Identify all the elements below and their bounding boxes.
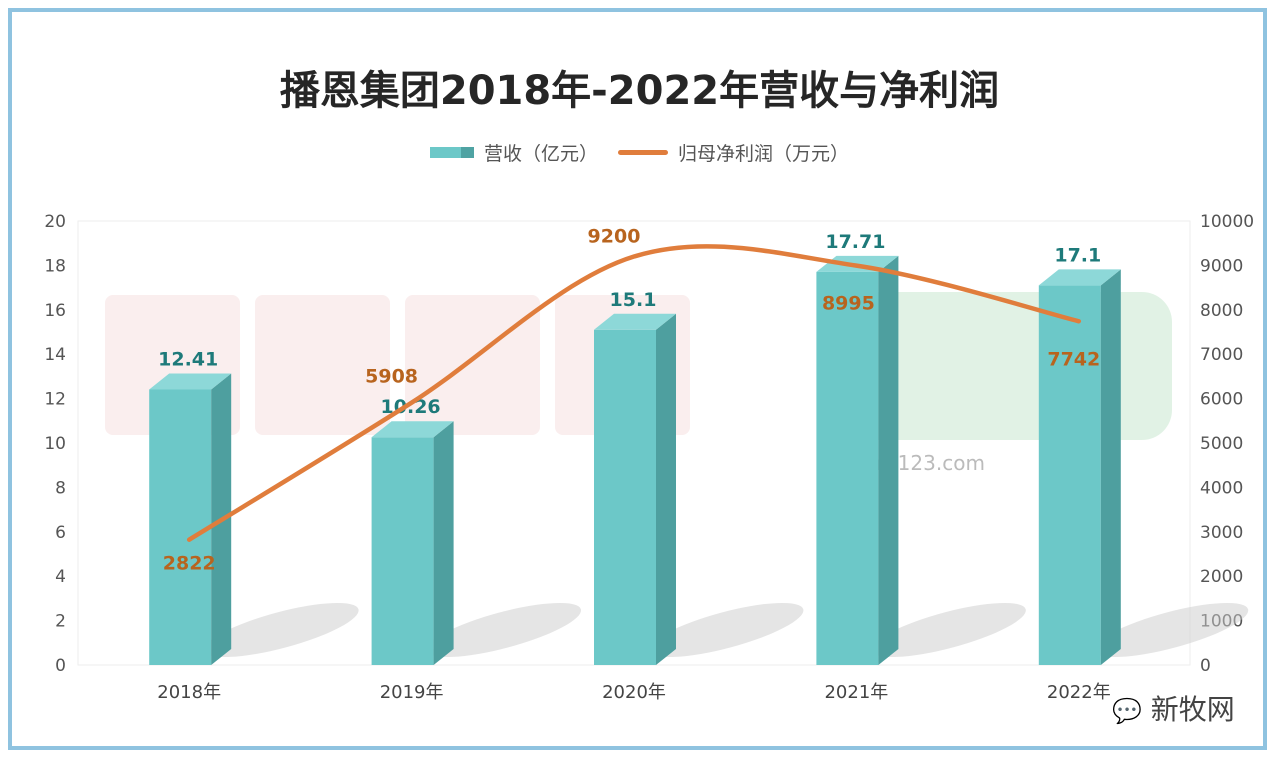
bar-data-label: 17.1 bbox=[1054, 244, 1101, 266]
bar-top bbox=[371, 421, 454, 438]
line-data-label: 7742 bbox=[1047, 348, 1100, 370]
bar-top bbox=[1038, 269, 1121, 286]
bar-side bbox=[878, 255, 899, 665]
wechat-badge: 💬 新牧网 bbox=[1112, 688, 1235, 728]
bar bbox=[1038, 285, 1101, 665]
legend-swatch-revenue bbox=[429, 147, 474, 158]
badge-text: 新牧网 bbox=[1150, 693, 1235, 726]
legend-label-revenue: 营收（亿元） bbox=[483, 143, 598, 165]
right-tick-label: 4000 bbox=[1200, 478, 1243, 498]
x-tick-label: 2020年 bbox=[602, 682, 666, 703]
right-tick-label: 10000 bbox=[1200, 212, 1254, 232]
bar bbox=[149, 389, 212, 665]
profit-line bbox=[186, 244, 1082, 542]
right-tick-label: 8000 bbox=[1200, 301, 1243, 321]
left-tick-label: 10 bbox=[44, 434, 66, 454]
bar bbox=[371, 437, 434, 665]
watermark-glyph bbox=[405, 295, 540, 435]
watermark-left bbox=[105, 295, 690, 435]
left-tick-label: 6 bbox=[55, 523, 66, 543]
bar-shadow bbox=[1093, 602, 1249, 658]
line-data-label: 2822 bbox=[163, 553, 216, 575]
left-tick-label: 2 bbox=[55, 612, 66, 632]
left-tick-label: 16 bbox=[44, 301, 66, 321]
right-tick-label: 5000 bbox=[1200, 434, 1243, 454]
bar-shadow bbox=[870, 602, 1026, 658]
bar-side bbox=[1100, 269, 1121, 665]
right-tick-label: 7000 bbox=[1200, 345, 1243, 365]
legend-label-profit: 归母净利润（万元） bbox=[678, 143, 850, 165]
left-tick-label: 4 bbox=[55, 567, 66, 587]
left-tick-label: 20 bbox=[44, 212, 66, 232]
x-tick-label: 2021年 bbox=[824, 682, 888, 703]
watermark-glyph bbox=[255, 295, 390, 435]
right-tick-label: 0 bbox=[1200, 656, 1211, 676]
bar-shadow bbox=[426, 602, 582, 658]
bar-top bbox=[149, 373, 232, 390]
wechat-icon: 💬 bbox=[1112, 697, 1142, 725]
right-tick-label: 9000 bbox=[1200, 256, 1243, 276]
bar-side bbox=[433, 421, 454, 665]
bar-side bbox=[656, 313, 676, 665]
bar-data-label: 12.41 bbox=[158, 348, 218, 370]
x-tick-label: 2022年 bbox=[1047, 682, 1111, 703]
x-tick-label: 2018年 bbox=[157, 682, 221, 703]
left-tick-label: 18 bbox=[44, 256, 66, 276]
line-data-label: 9200 bbox=[588, 226, 641, 248]
bar-data-label: 17.71 bbox=[825, 231, 885, 253]
bar-top bbox=[594, 313, 676, 330]
left-tick-label: 0 bbox=[55, 656, 66, 676]
bar-shadow bbox=[648, 602, 804, 658]
legend: 营收（亿元） 归母净利润（万元） bbox=[0, 139, 1279, 166]
left-tick-label: 14 bbox=[44, 345, 66, 365]
bar-data-label: 15.1 bbox=[610, 289, 657, 311]
legend-swatch-profit bbox=[618, 150, 668, 155]
left-tick-label: 8 bbox=[55, 478, 66, 498]
left-tick-label: 12 bbox=[44, 390, 66, 410]
x-tick-label: 2019年 bbox=[380, 682, 444, 703]
line-data-label: 5908 bbox=[365, 366, 418, 388]
line-data-label: 8995 bbox=[822, 293, 875, 315]
right-tick-label: 6000 bbox=[1200, 390, 1243, 410]
bar bbox=[816, 271, 879, 665]
right-tick-label: 2000 bbox=[1200, 567, 1243, 587]
right-tick-label: 3000 bbox=[1200, 523, 1243, 543]
bar-shadow bbox=[203, 602, 359, 658]
bar bbox=[594, 329, 656, 665]
chart-title: 播恩集团2018年-2022年营收与净利润 bbox=[279, 68, 1000, 114]
